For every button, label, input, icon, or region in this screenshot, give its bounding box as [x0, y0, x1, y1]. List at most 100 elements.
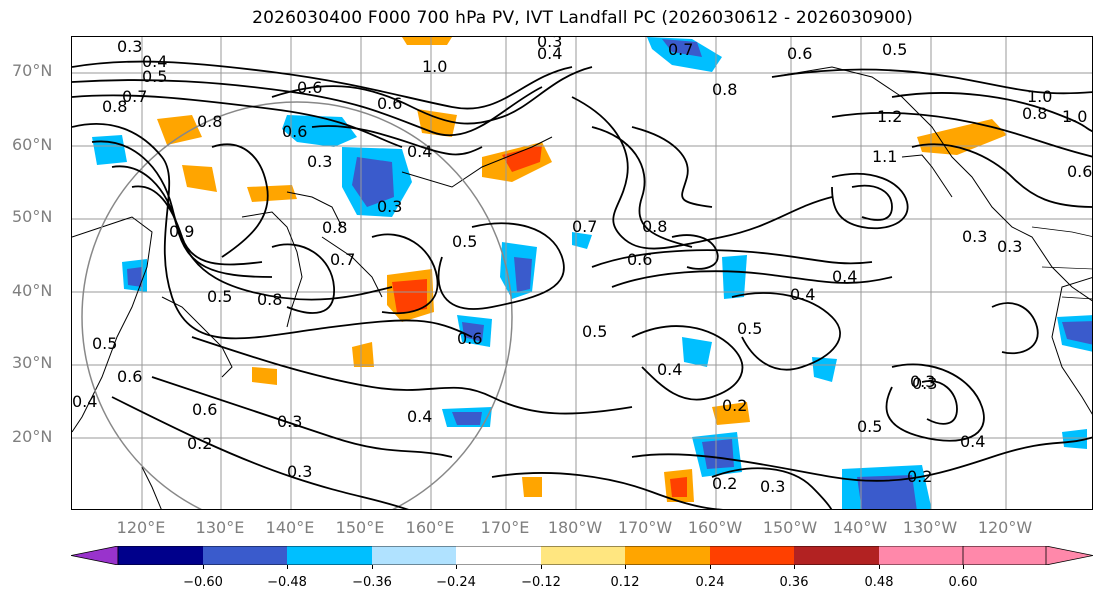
contour-label: 0.3 — [277, 412, 302, 431]
lon-label-120e: 120°E — [116, 518, 166, 537]
contour-label: 0.3 — [307, 152, 332, 171]
colorbar-tick-label: 0.60 — [948, 575, 978, 590]
shade-blue — [92, 135, 127, 165]
shade-red — [392, 279, 427, 313]
lon-label-170e: 170°E — [480, 518, 530, 537]
contour-label: 0.6 — [787, 44, 812, 63]
shade-blue — [402, 37, 452, 45]
shading-layer — [92, 37, 1092, 509]
lat-label-30n: 30°N — [12, 353, 53, 372]
lat-label-60n: 60°N — [12, 135, 53, 154]
contour-label: 0.2 — [712, 474, 737, 493]
contour-label: 0.5 — [857, 417, 882, 436]
shade-navy — [1062, 321, 1092, 345]
colorbar-extend-low — [71, 546, 119, 565]
lat-label-70n: 70°N — [12, 61, 53, 80]
contour-label: 0.3 — [910, 372, 935, 391]
contour-label: 0.5 — [737, 319, 762, 338]
shade-navy — [702, 439, 734, 469]
colorbar-segment — [541, 546, 625, 565]
contour-label: 0.6 — [282, 122, 307, 141]
colorbar — [71, 546, 1093, 565]
contour-label: 0.6 — [1067, 162, 1092, 181]
lon-label-130e: 130°E — [195, 518, 245, 537]
contour-label: 0.7 — [330, 250, 355, 269]
shade-blue — [1062, 429, 1087, 449]
contour-label: 0.7 — [668, 40, 693, 59]
contour-label: 0.6 — [377, 94, 402, 113]
shade-blue — [682, 337, 712, 367]
colorbar-tick-mark — [794, 565, 795, 569]
colorbar-tick-mark — [287, 565, 288, 569]
contour-label: 0.3 — [912, 374, 937, 393]
colorbar-tick-label: −0.60 — [183, 575, 223, 590]
map-panel: 0.3 0.4 0.5 0.7 0.8 0.6 1.0 0.6 0.4 0.3 … — [71, 36, 1093, 510]
contour-label: 0.5 — [582, 322, 607, 341]
range-circle — [81, 101, 513, 509]
contour-label: 0.9 — [169, 222, 194, 241]
colorbar-outline — [117, 546, 1047, 565]
contour-label: 0.5 — [882, 40, 907, 59]
shade-orange — [522, 477, 542, 497]
contour-labels: 0.3 0.4 0.5 0.7 0.8 0.6 1.0 0.6 0.4 0.3 … — [72, 37, 1092, 496]
lon-label-170w: 170°W — [617, 518, 673, 537]
colorbar-tick-label: −0.48 — [267, 575, 307, 590]
shade-orange — [157, 115, 202, 145]
colorbar-tick-mark — [541, 565, 542, 569]
contour-label: 1.2 — [877, 107, 902, 126]
lon-label-150w: 150°W — [762, 518, 818, 537]
contour-label: 1.0 — [1027, 87, 1052, 106]
shade-blue — [647, 37, 722, 72]
lat-label-20n: 20°N — [12, 427, 53, 446]
lon-label-140e: 140°E — [265, 518, 315, 537]
shade-navy — [662, 39, 702, 57]
shade-navy — [452, 412, 482, 425]
contour-label: 0.7 — [572, 217, 597, 236]
lon-label-150e: 150°E — [335, 518, 385, 537]
contour-label: 0.3 — [962, 227, 987, 246]
lon-label-140w: 140°W — [832, 518, 888, 537]
contour-label: 0.3 — [537, 37, 562, 51]
shade-navy — [127, 267, 142, 287]
lat-label-40n: 40°N — [12, 281, 53, 300]
contour-label: 0.4 — [960, 432, 985, 451]
lat-label-50n: 50°N — [12, 207, 53, 226]
contour-label: 0.6 — [192, 400, 217, 419]
lon-label-120w: 120°W — [977, 518, 1033, 537]
lon-label-180w: 180°W — [547, 518, 603, 537]
contour-label: 0.8 — [712, 80, 737, 99]
contour-label: 0.6 — [117, 367, 142, 386]
contour-label: 0.4 — [72, 392, 97, 411]
colorbar-tick-mark — [456, 565, 457, 569]
shade-orange — [352, 342, 374, 367]
contour-label: 0.2 — [907, 467, 932, 486]
contour-label: 0.6 — [627, 250, 652, 269]
shade-navy — [352, 157, 394, 207]
colorbar-tick-label: −0.24 — [436, 575, 476, 590]
colorbar-segment — [710, 546, 794, 565]
contour-label: 0.8 — [1022, 104, 1047, 123]
colorbar-tick-mark — [203, 565, 204, 569]
contour-label: 0.4 — [407, 407, 432, 426]
contour-label: 0.7 — [122, 87, 147, 106]
colorbar-tick-label: 0.36 — [779, 575, 809, 590]
contour-label: 0.3 — [117, 37, 142, 56]
contour-label: 0.8 — [102, 97, 127, 116]
colorbar-segment — [456, 546, 541, 565]
contour-label: 0.4 — [832, 267, 857, 286]
contour-label: 1.1 — [872, 147, 897, 166]
colorbar-tick-mark — [963, 565, 964, 569]
contour-label: 0.8 — [642, 217, 667, 236]
contour-label: 1.0 — [422, 57, 447, 76]
shade-navy — [462, 322, 484, 342]
contour-label: 0.8 — [197, 112, 222, 131]
contour-label: 0.3 — [997, 237, 1022, 256]
shade-orange — [247, 185, 297, 202]
shade-orange — [182, 165, 217, 192]
colorbar-extend-high — [962, 546, 1093, 565]
contour-label: 0.4 — [407, 142, 432, 161]
contour-label: 0.8 — [257, 290, 282, 309]
contour-label: 0.3 — [377, 197, 402, 216]
graticule — [72, 37, 1092, 509]
pv-contours — [72, 60, 1092, 509]
